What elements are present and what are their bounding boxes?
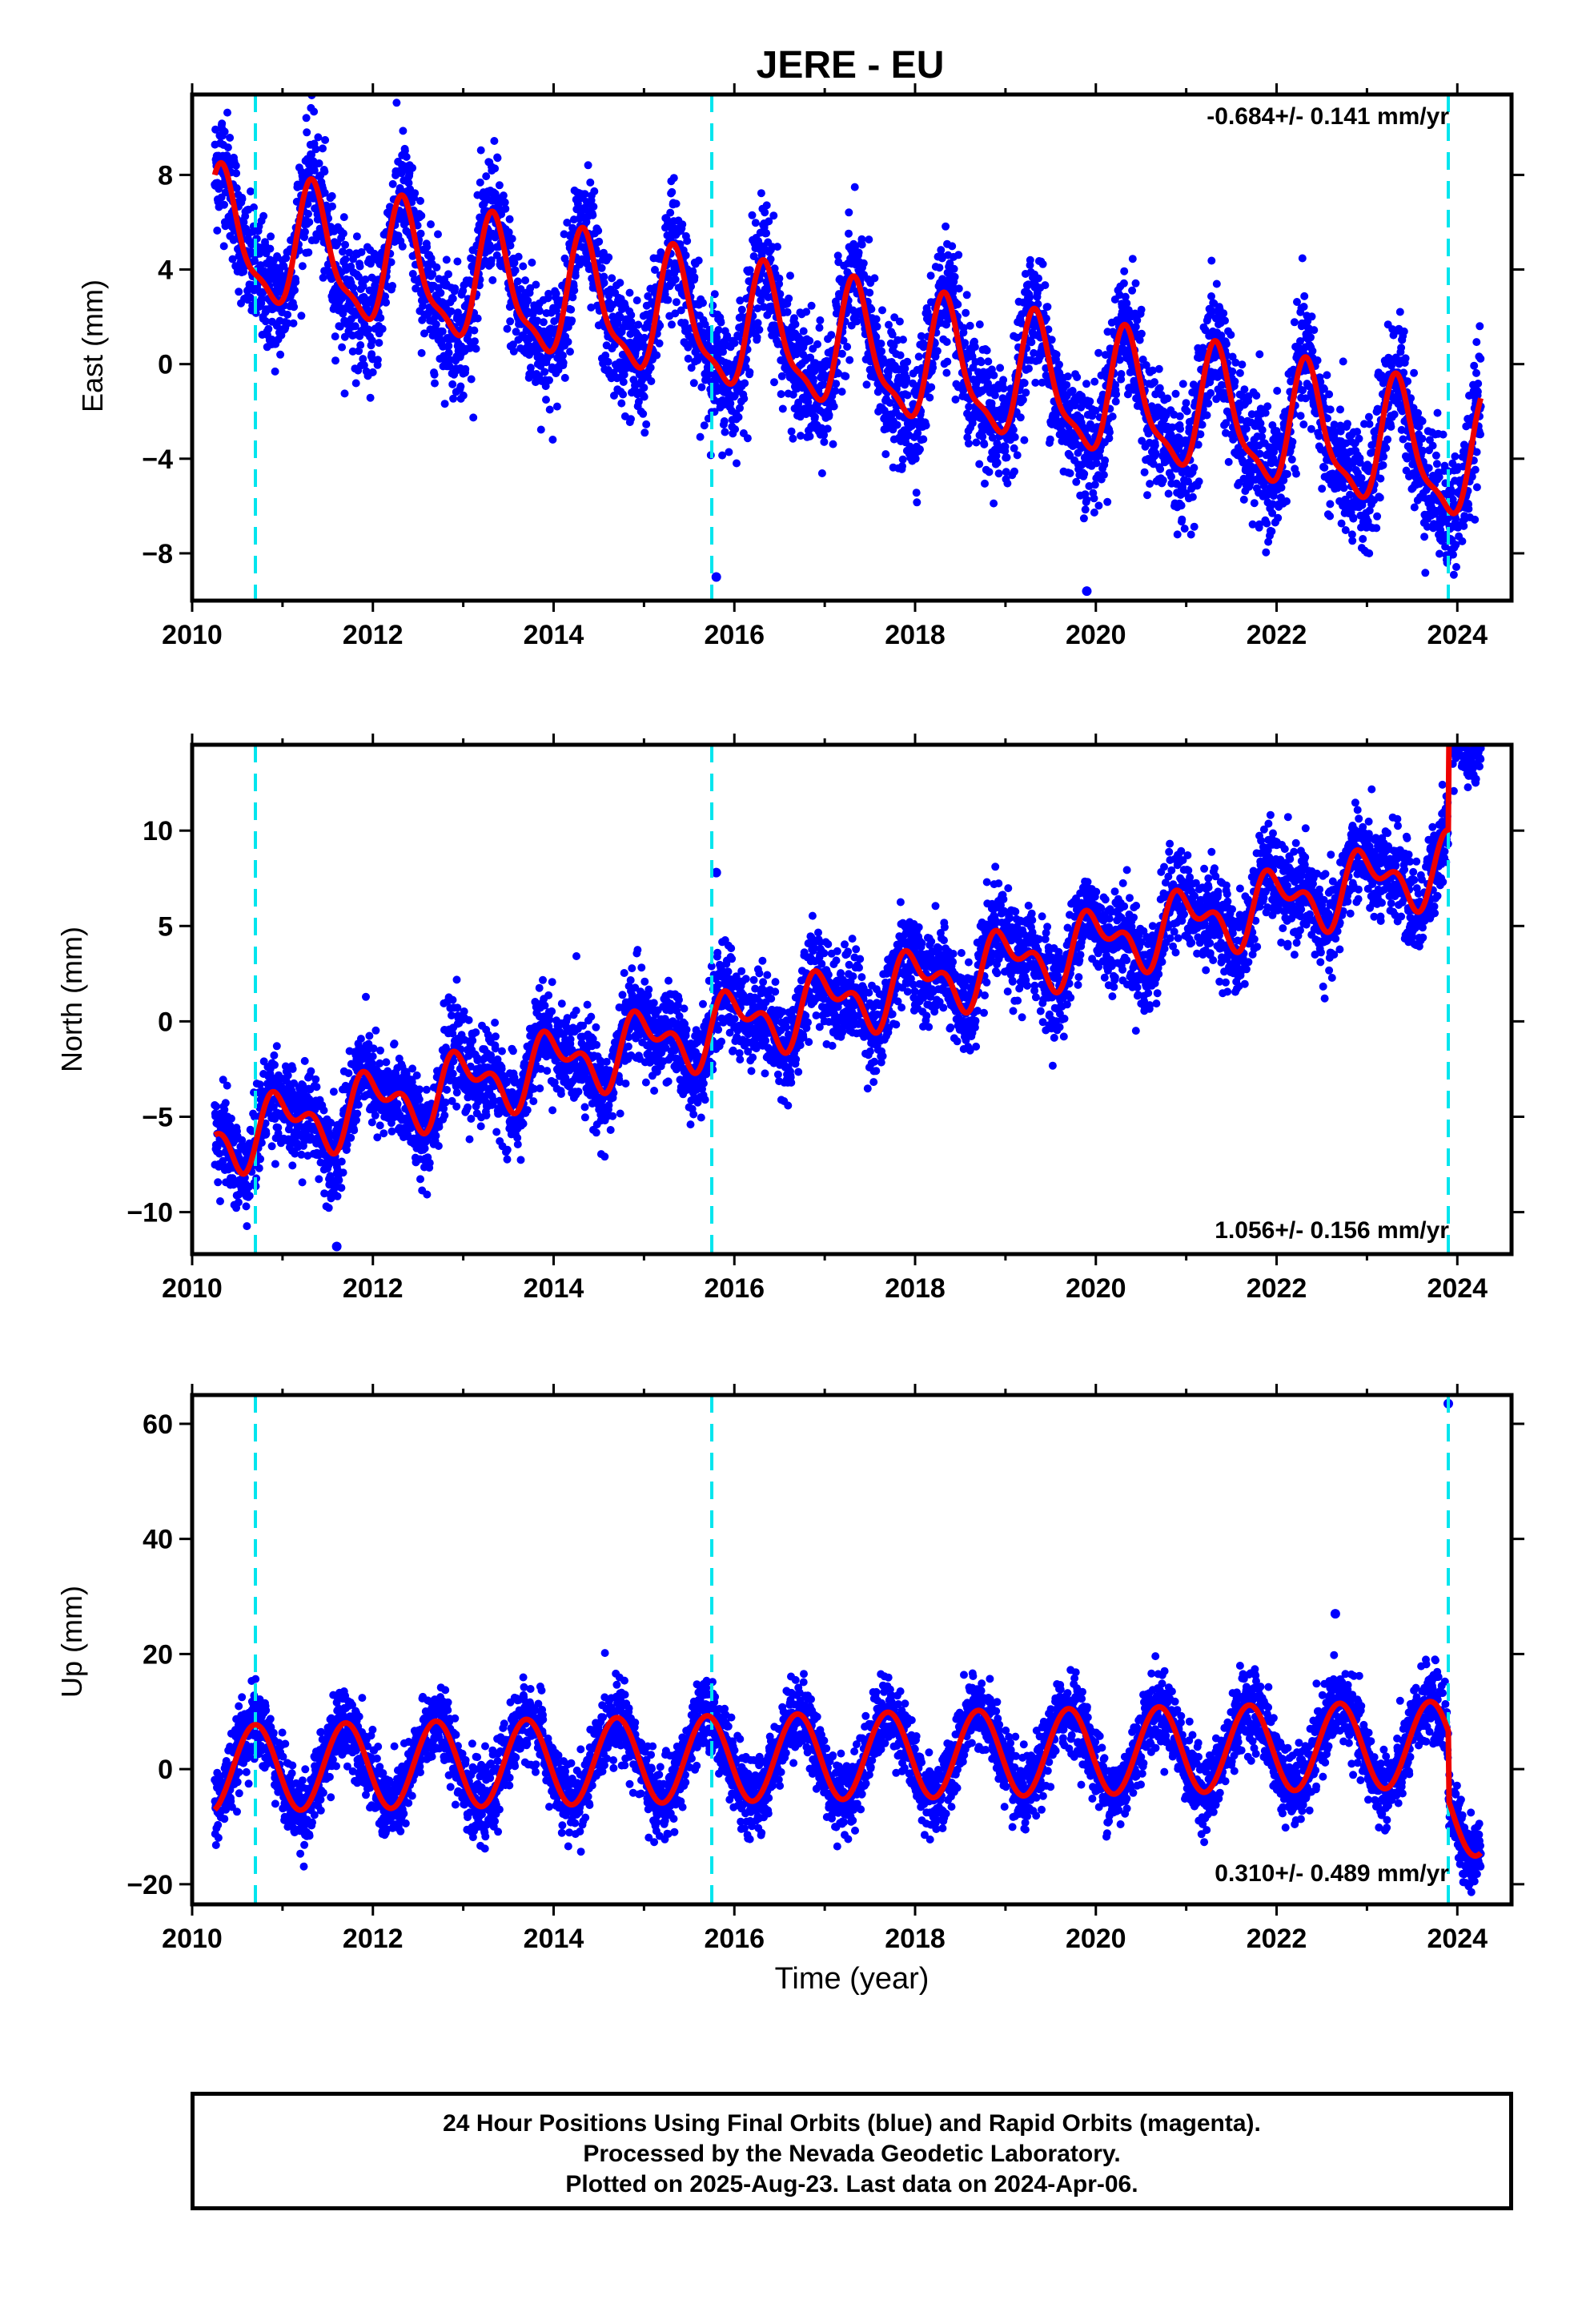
north-x-tick-label: 2012 — [343, 1273, 404, 1304]
north-x-tick-label: 2024 — [1427, 1273, 1488, 1304]
north-x-tick-label: 2014 — [524, 1273, 584, 1304]
east-y-tick-label: 4 — [158, 255, 173, 286]
east-daily-positions — [211, 91, 1484, 579]
north-panel: 2010 2012 2014 2016 2018 2020 2022 2024 −10 −5 0 5 1… — [55, 674, 1524, 1304]
footer-line-2: Processed by the Nevada Geodetic Laborat… — [195, 2139, 1509, 2169]
north-rate-label: 1.056+/- 0.156 mm/yr — [1215, 1217, 1449, 1244]
east-data-points — [211, 91, 1484, 596]
up-x-tick-label: 2020 — [1066, 1924, 1126, 1954]
up-x-tick-label: 2012 — [343, 1924, 404, 1954]
north-outlier-point — [332, 1241, 342, 1251]
east-y-tick-label: 0 — [158, 350, 173, 380]
east-outlier-point — [712, 572, 721, 581]
north-daily-positions — [211, 674, 1484, 1230]
north-x-tick-label: 2016 — [704, 1273, 765, 1304]
up-axis-label: Up (mm) — [55, 1586, 88, 1698]
up-y-tick-label: −20 — [126, 1870, 173, 1900]
north-y-tick-label: −10 — [126, 1198, 173, 1228]
east-x-tick-label: 2010 — [162, 620, 223, 650]
east-y-tick-label: −8 — [142, 539, 173, 569]
east-x-tick-label: 2020 — [1066, 620, 1126, 650]
east-axis-label: East (mm) — [76, 279, 109, 412]
up-y-tick-label: 60 — [143, 1409, 173, 1440]
up-x-tick-label: 2018 — [885, 1924, 946, 1954]
east-x-tick-label: 2014 — [524, 620, 584, 650]
chart-title: JERE - EU — [757, 44, 945, 86]
north-y-tick-label: 10 — [143, 816, 173, 846]
east-x-tick-label: 2024 — [1427, 620, 1488, 650]
up-y-tick-label: 40 — [143, 1525, 173, 1555]
north-x-tick-label: 2020 — [1066, 1273, 1126, 1304]
up-y-tick-label: 20 — [143, 1639, 173, 1670]
east-x-tick-label: 2016 — [704, 620, 765, 650]
up-x-tick-label: 2022 — [1247, 1924, 1307, 1954]
north-axis-label: North (mm) — [55, 927, 88, 1072]
north-x-tick-label: 2018 — [885, 1273, 946, 1304]
up-outlier-point — [1331, 1609, 1340, 1618]
up-x-tick-label: 2010 — [162, 1924, 223, 1954]
east-x-tick-label: 2018 — [885, 620, 946, 650]
up-data-points — [211, 1399, 1484, 1896]
north-y-tick-label: 0 — [158, 1007, 173, 1037]
up-rate-label: 0.310+/- 0.489 mm/yr — [1215, 1860, 1449, 1887]
north-x-tick-label: 2010 — [162, 1273, 223, 1304]
up-x-tick-label: 2014 — [524, 1924, 584, 1954]
up-x-tick-label: 2016 — [704, 1924, 765, 1954]
north-y-tick-label: 5 — [158, 911, 173, 942]
up-x-tick-label: 2024 — [1427, 1924, 1488, 1954]
east-panel: 2010 2012 2014 2016 2018 2020 2022 2024 −8 −4 0 4 8 -… — [76, 83, 1524, 650]
north-data-points — [211, 674, 1484, 1251]
footer-line-3: Plotted on 2025-Aug-23. Last data on 202… — [195, 2169, 1509, 2200]
footer-line-1: 24 Hour Positions Using Final Orbits (bl… — [195, 2109, 1509, 2139]
up-y-tick-label: 0 — [158, 1755, 173, 1785]
east-x-tick-label: 2022 — [1247, 620, 1307, 650]
east-y-tick-label: −4 — [142, 444, 173, 475]
up-daily-positions — [211, 1649, 1484, 1896]
footer-box: 24 Hour Positions Using Final Orbits (bl… — [191, 2092, 1513, 2210]
east-x-tick-label: 2012 — [343, 620, 404, 650]
x-axis-label: Time (year) — [775, 1962, 930, 1996]
east-y-tick-label: 8 — [158, 160, 173, 191]
east-rate-label: -0.684+/- 0.141 mm/yr — [1207, 103, 1449, 130]
north-y-tick-label: −5 — [142, 1102, 173, 1132]
north-x-tick-label: 2022 — [1247, 1273, 1307, 1304]
up-panel: 2010 2012 2014 2016 2018 2020 2022 2024 −20 0 20 40… — [55, 1384, 1524, 1954]
east-outlier-point — [1082, 586, 1091, 596]
